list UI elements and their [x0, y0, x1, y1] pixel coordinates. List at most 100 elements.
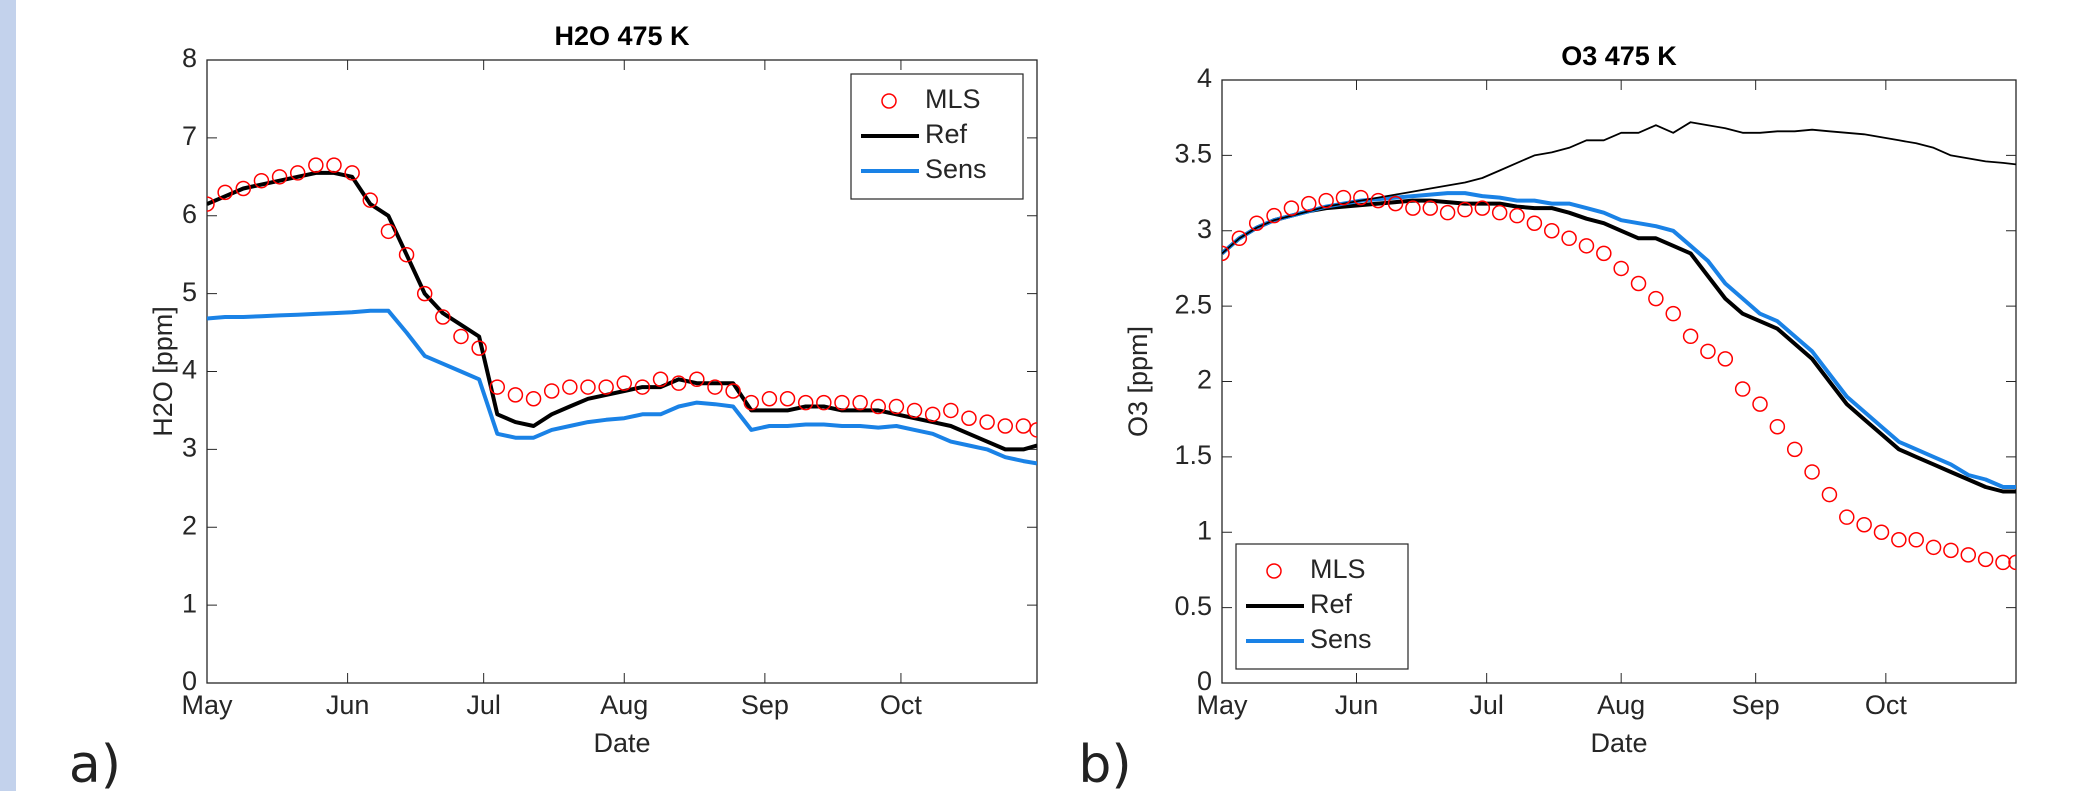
data-point: [1222, 245, 1230, 262]
data-point: [562, 379, 578, 395]
data-point: [670, 375, 687, 391]
data-point: [852, 394, 868, 411]
data-point: [580, 379, 596, 395]
data-point: [1717, 351, 1734, 367]
legend-label: MLS: [1310, 554, 1366, 584]
x-tick-label: Aug: [600, 690, 648, 720]
data-point: [1335, 189, 1352, 206]
data-point: [1029, 422, 1037, 438]
data-point: [1786, 441, 1803, 458]
data-point: [2008, 554, 2016, 571]
data-point: [235, 180, 252, 197]
x-tick-label: Jun: [326, 690, 370, 720]
data-point: [1353, 189, 1369, 206]
data-point: [507, 387, 524, 403]
series-group: [207, 157, 1037, 466]
data-point: [271, 169, 288, 185]
y-tick-label: 0: [1197, 666, 1212, 696]
data-point: [797, 394, 814, 411]
data-point: [779, 391, 796, 407]
data-point: [1908, 532, 1924, 548]
series-line: [1222, 198, 2016, 494]
data-point: [743, 394, 760, 411]
panel-label: b): [1078, 735, 1131, 791]
data-point: [1873, 524, 1890, 540]
data-point: [435, 309, 451, 325]
data-point: [1543, 223, 1560, 239]
data-point: [471, 340, 487, 356]
x-tick-label: Sep: [741, 690, 789, 720]
data-point: [525, 391, 542, 407]
data-point: [1856, 516, 1872, 533]
x-tick-label: Oct: [1865, 690, 1908, 720]
y-tick-label: 1.5: [1174, 440, 1212, 470]
data-point: [1665, 305, 1681, 322]
data-point: [1769, 418, 1786, 435]
x-axis-label: Date: [593, 728, 650, 758]
y-tick-label: 3: [182, 433, 197, 463]
data-point: [979, 414, 995, 430]
y-tick-label: 8: [182, 43, 197, 73]
x-axis-label: Date: [1590, 728, 1647, 758]
data-point: [1301, 195, 1317, 212]
x-tick-label: May: [181, 690, 233, 720]
y-axis-label: H2O [ppm]: [148, 306, 178, 437]
data-point: [1248, 215, 1265, 231]
data-point: [1457, 201, 1473, 218]
data-point: [344, 165, 360, 181]
data-point: [1613, 260, 1629, 277]
x-tick-label: May: [1196, 690, 1248, 720]
data-point: [489, 379, 506, 395]
y-tick-label: 1: [182, 588, 197, 618]
data-point: [1439, 204, 1456, 221]
legend-label: Sens: [925, 154, 987, 184]
x-tick-label: Jul: [466, 690, 501, 720]
data-point: [1231, 230, 1248, 247]
y-tick-label: 2: [182, 510, 197, 540]
data-point: [1648, 290, 1664, 307]
plot-area: 0 0.5 1 1.5 2 2.5 3 3.5 4 May Jun Jul Aug Sep Oct O3 47…: [1078, 41, 2017, 791]
data-point: [1925, 539, 1942, 556]
data-point: [834, 394, 850, 411]
data-point: [924, 406, 941, 423]
data-point: [652, 371, 669, 388]
data-point: [1977, 551, 1994, 568]
data-point: [761, 391, 778, 407]
data-point: [888, 398, 905, 415]
plot-area: 0 1 2 3 4 5 6 7 8 May Jun Jul Aug Sep Oct H2O 475 K Date…: [69, 21, 1038, 791]
y-tick-label: 0.5: [1174, 591, 1212, 621]
y-tick-label: 0: [182, 666, 197, 696]
data-point: [961, 410, 977, 426]
legend: MLS Ref Sens: [1235, 543, 1409, 670]
series-line: [207, 308, 1037, 466]
y-tick-label: 3: [1197, 214, 1212, 244]
legend-label: Ref: [925, 119, 968, 149]
data-point: [362, 192, 379, 208]
data-point: [1960, 547, 1977, 563]
data-point: [308, 157, 324, 173]
data-point: [1387, 195, 1404, 212]
data-point: [1491, 204, 1508, 221]
y-axis-label: O3 [ppm]: [1123, 326, 1153, 437]
data-point: [1943, 542, 1959, 559]
data-point: [217, 184, 233, 201]
legend-marker: [881, 93, 897, 109]
data-point: [1561, 230, 1577, 247]
x-tick-label: Jun: [1335, 690, 1379, 720]
data-point: [1630, 275, 1647, 292]
y-tick-label: 2.5: [1174, 289, 1212, 319]
data-point: [289, 165, 306, 181]
legend-label: MLS: [925, 84, 981, 114]
legend: MLS Ref Sens: [850, 73, 1024, 200]
data-point: [1370, 192, 1386, 209]
x-tick-label: Sep: [1732, 690, 1780, 720]
data-point: [1405, 200, 1421, 216]
y-tick-label: 6: [182, 199, 197, 229]
data-point: [1839, 509, 1855, 525]
y-tick-label: 7: [182, 121, 197, 151]
data-point: [253, 172, 270, 189]
data-point: [634, 379, 651, 395]
x-tick-label: Jul: [1469, 690, 1504, 720]
data-point: [207, 196, 215, 212]
